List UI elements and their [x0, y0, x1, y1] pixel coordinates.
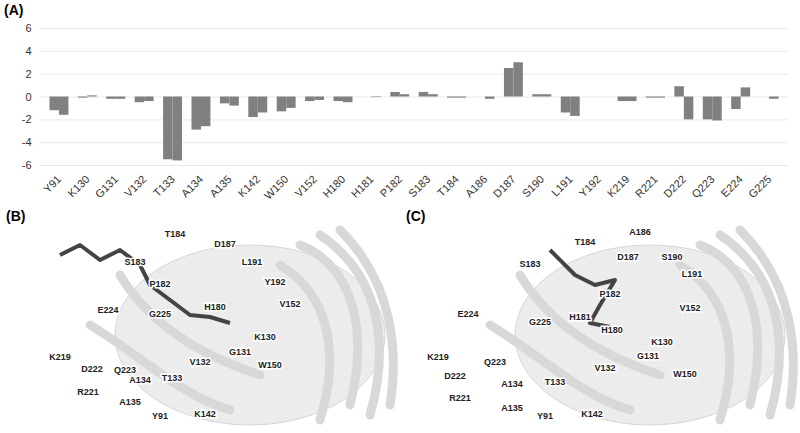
- svg-text:-2: -2: [22, 113, 32, 125]
- svg-text:S183: S183: [124, 257, 145, 267]
- svg-text:A135: A135: [119, 397, 141, 407]
- svg-text:G225: G225: [746, 173, 774, 201]
- svg-text:R221: R221: [77, 387, 99, 397]
- svg-text:K219: K219: [49, 352, 71, 362]
- svg-text:T184: T184: [435, 173, 461, 199]
- svg-text:G225: G225: [529, 317, 551, 327]
- svg-text:L191: L191: [549, 173, 575, 199]
- svg-text:R221: R221: [633, 173, 660, 200]
- svg-text:P182: P182: [149, 279, 170, 289]
- svg-text:W150: W150: [673, 369, 697, 379]
- svg-text:Q223: Q223: [114, 365, 136, 375]
- svg-text:T133: T133: [162, 373, 183, 383]
- svg-text:H180: H180: [601, 325, 623, 335]
- svg-text:Y192: Y192: [576, 173, 603, 200]
- svg-text:L191: L191: [242, 257, 263, 267]
- svg-text:G131: G131: [229, 347, 251, 357]
- svg-text:K142: K142: [236, 173, 263, 200]
- svg-text:G131: G131: [93, 173, 121, 201]
- svg-text:R221: R221: [449, 393, 471, 403]
- svg-text:Y91: Y91: [537, 411, 553, 421]
- svg-text:K130: K130: [254, 332, 276, 342]
- svg-text:-6: -6: [22, 159, 32, 171]
- svg-text:K130: K130: [65, 173, 92, 200]
- svg-text:H180: H180: [320, 173, 347, 200]
- svg-text:A135: A135: [207, 173, 234, 200]
- svg-text:Q223: Q223: [484, 357, 506, 367]
- svg-text:K219: K219: [605, 173, 632, 200]
- svg-text:V132: V132: [189, 357, 210, 367]
- svg-text:A134: A134: [129, 375, 151, 385]
- html-text:(A): (A): [4, 2, 24, 18]
- svg-text:L191: L191: [682, 269, 703, 279]
- svg-text:-4: -4: [22, 136, 32, 148]
- svg-text:D187: D187: [617, 252, 639, 262]
- svg-text:S190: S190: [661, 252, 682, 262]
- svg-text:Y192: Y192: [264, 277, 285, 287]
- svg-text:Y91: Y91: [152, 411, 168, 421]
- svg-text:2: 2: [25, 68, 31, 80]
- svg-text:D222: D222: [661, 173, 688, 200]
- svg-text:W150: W150: [258, 360, 282, 370]
- svg-text:T133: T133: [545, 377, 566, 387]
- svg-text:A186: A186: [629, 227, 651, 237]
- svg-text:S190: S190: [520, 173, 547, 200]
- svg-text:K219: K219: [427, 352, 449, 362]
- svg-text:A134: A134: [501, 379, 523, 389]
- svg-text:Q223: Q223: [689, 173, 717, 201]
- svg-text:V152: V152: [292, 173, 319, 200]
- svg-text:6: 6: [25, 22, 31, 34]
- svg-text:Y91: Y91: [41, 173, 63, 195]
- svg-text:A186: A186: [463, 173, 490, 200]
- svg-text:D222: D222: [81, 364, 103, 374]
- svg-text:K142: K142: [194, 409, 216, 419]
- svg-text:K130: K130: [651, 337, 673, 347]
- svg-text:V132: V132: [594, 363, 615, 373]
- svg-text:H180: H180: [204, 302, 226, 312]
- svg-text:H181: H181: [569, 312, 591, 322]
- svg-text:A134: A134: [179, 173, 206, 200]
- svg-text:H181: H181: [349, 173, 376, 200]
- svg-text:E224: E224: [97, 305, 118, 315]
- svg-text:V132: V132: [122, 173, 149, 200]
- svg-text:P182: P182: [378, 173, 405, 200]
- svg-text:K142: K142: [581, 409, 603, 419]
- svg-text:V152: V152: [679, 303, 700, 313]
- svg-text:P182: P182: [599, 289, 620, 299]
- svg-text:A135: A135: [501, 403, 523, 413]
- svg-text:4: 4: [25, 45, 31, 57]
- svg-text:W150: W150: [262, 173, 291, 202]
- svg-text:T133: T133: [151, 173, 177, 199]
- svg-text:G131: G131: [637, 351, 659, 361]
- svg-text:0: 0: [25, 91, 31, 103]
- svg-text:V152: V152: [279, 299, 300, 309]
- svg-text:S183: S183: [406, 173, 433, 200]
- svg-text:(B): (B): [6, 208, 25, 224]
- svg-text:(C): (C): [406, 208, 425, 224]
- svg-text:E224: E224: [457, 309, 478, 319]
- svg-text:T184: T184: [165, 229, 186, 239]
- svg-text:D222: D222: [444, 371, 466, 381]
- svg-text:T184: T184: [575, 237, 596, 247]
- svg-text:D187: D187: [214, 239, 236, 249]
- svg-text:S183: S183: [519, 259, 540, 269]
- svg-text:D187: D187: [491, 173, 518, 200]
- svg-text:G225: G225: [149, 309, 171, 319]
- svg-text:E224: E224: [718, 173, 745, 200]
